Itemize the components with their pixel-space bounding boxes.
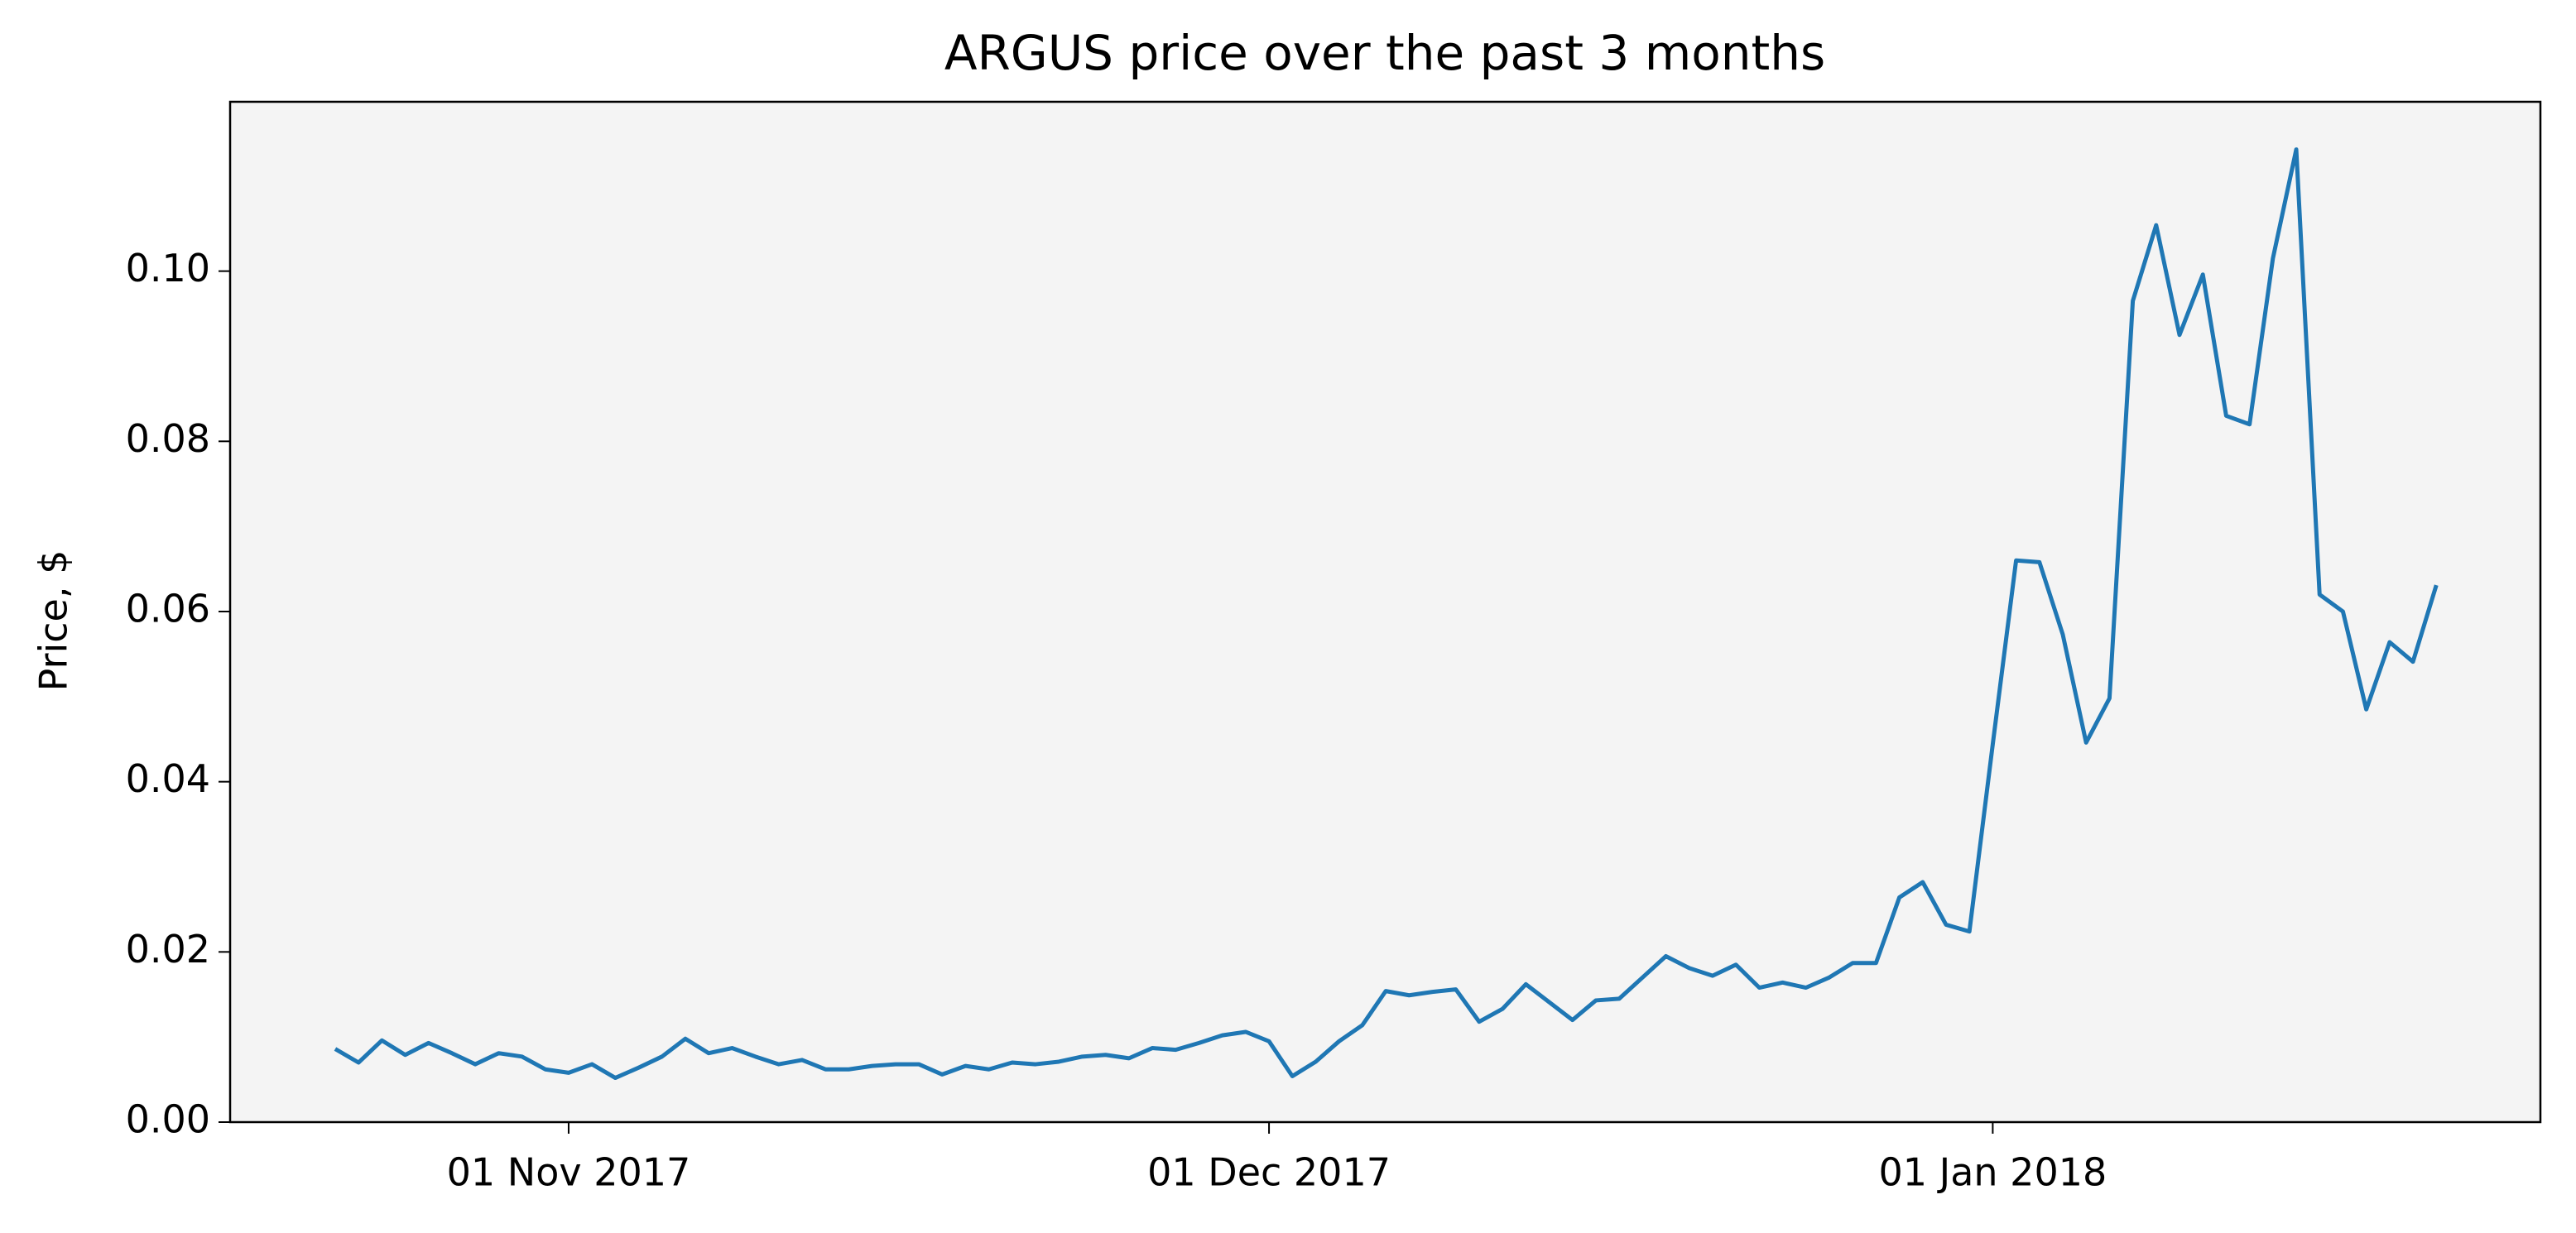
x-tick-label: 01 Dec 2017	[1147, 1150, 1391, 1195]
x-tick-label: 01 Jan 2018	[1879, 1150, 2107, 1195]
plot-frame	[228, 100, 2542, 1124]
y-tick-label: 0.02	[126, 927, 210, 972]
x-tick-label: 01 Nov 2017	[447, 1150, 691, 1195]
plot-background	[230, 102, 2540, 1122]
y-tick-label: 0.10	[126, 246, 210, 290]
y-tick-label: 0.08	[126, 416, 210, 461]
chart-title: ARGUS price over the past 3 months	[944, 25, 1825, 81]
y-tick-label: 0.06	[126, 586, 210, 631]
y-tick-label: 0.00	[126, 1097, 210, 1142]
price-line	[334, 147, 2439, 1081]
y-axis-label: Price, $	[31, 550, 76, 692]
y-tick-label: 0.04	[126, 756, 210, 801]
